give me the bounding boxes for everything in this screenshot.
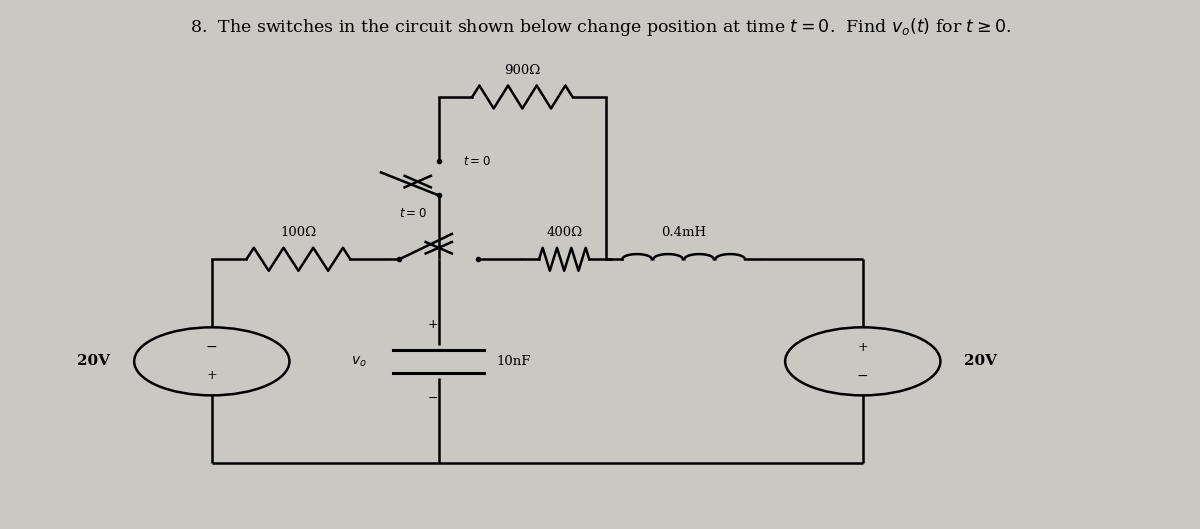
Text: −: − <box>857 369 869 382</box>
Text: 10nF: 10nF <box>496 355 530 368</box>
Text: 900Ω: 900Ω <box>504 64 540 77</box>
Text: −: − <box>206 340 217 354</box>
Text: 8.  The switches in the circuit shown below change position at time $t = 0$.  Fi: 8. The switches in the circuit shown bel… <box>190 16 1010 38</box>
Text: +: + <box>206 369 217 382</box>
Text: $t=0$: $t=0$ <box>400 207 427 220</box>
Text: 20V: 20V <box>77 354 110 368</box>
Text: −: − <box>427 391 438 405</box>
Text: +: + <box>858 341 868 353</box>
Text: 400Ω: 400Ω <box>546 226 582 240</box>
Text: $v_o$: $v_o$ <box>352 354 367 369</box>
Text: 100Ω: 100Ω <box>281 226 317 240</box>
Text: $t=0$: $t=0$ <box>463 154 491 168</box>
Text: +: + <box>427 318 438 331</box>
Text: 20V: 20V <box>965 354 997 368</box>
Text: 0.4mH: 0.4mH <box>661 226 706 240</box>
